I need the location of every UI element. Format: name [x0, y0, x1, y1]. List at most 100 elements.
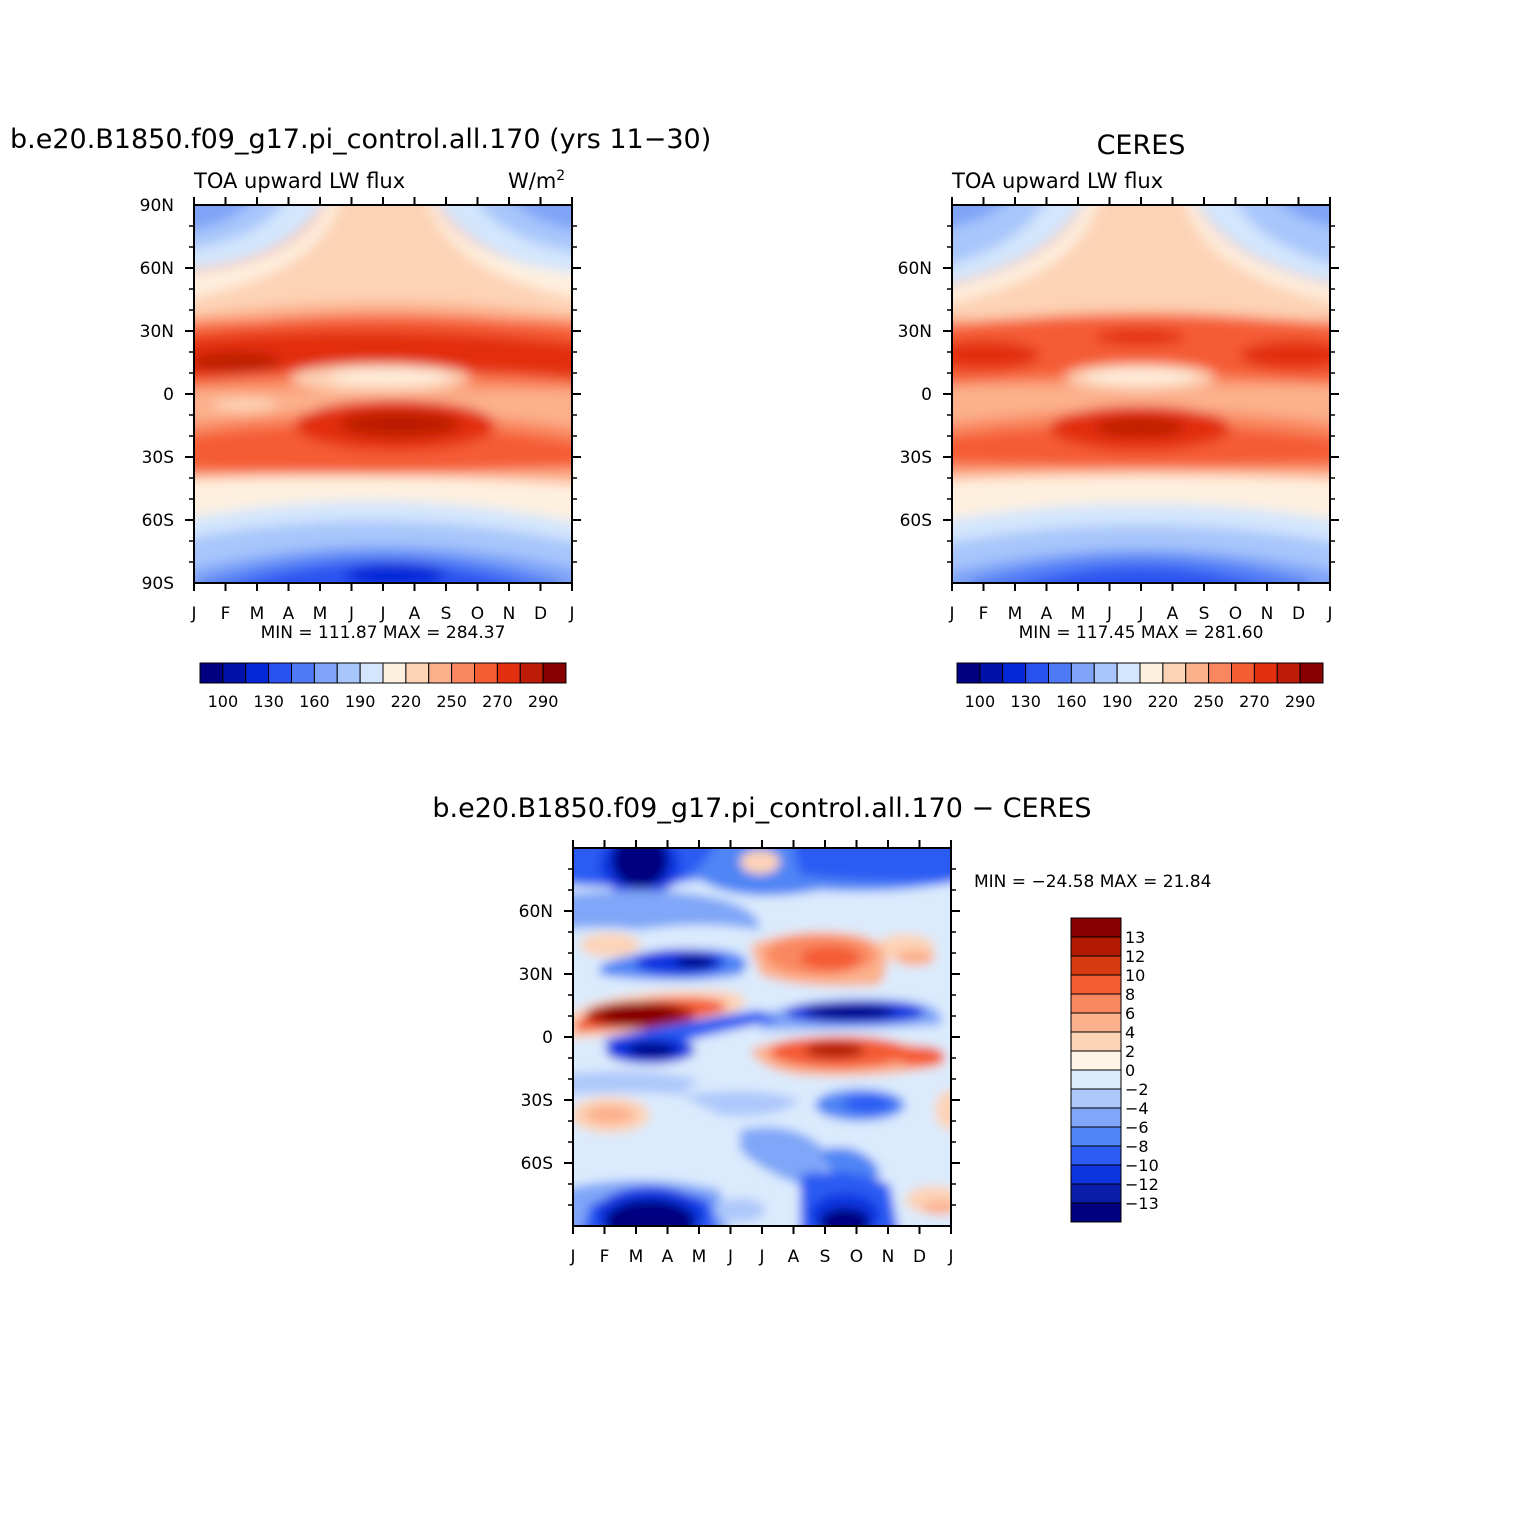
x-tick-label: J — [947, 1247, 953, 1267]
colorbar-label: 190 — [1102, 692, 1133, 711]
x-tick-label: D — [534, 604, 547, 624]
x-tick-label: N — [503, 604, 516, 624]
diff-colorbar-label: 6 — [1125, 1004, 1135, 1023]
x-tick-label: D — [913, 1247, 926, 1267]
colorbar-box — [405, 662, 430, 684]
colorbar-box — [291, 662, 315, 684]
diff-colorbar-label: −8 — [1125, 1137, 1149, 1156]
x-tick-label: A — [662, 1247, 674, 1267]
colorbar-label: 270 — [1239, 692, 1270, 711]
colorbar-box — [542, 662, 567, 684]
diff-colorbar-label: −12 — [1125, 1175, 1159, 1194]
colorbar-label: 290 — [528, 692, 559, 711]
colorbar-label: 270 — [482, 692, 513, 711]
colorbar-box — [245, 662, 270, 684]
x-tick-label: O — [1229, 604, 1242, 624]
diff-colorbar-label: 12 — [1125, 947, 1145, 966]
diff-colorbar-box — [1070, 1088, 1122, 1109]
colorbar-box — [1185, 662, 1210, 684]
colorbar-box — [428, 662, 453, 684]
x-tick-label: M — [629, 1247, 644, 1267]
y-tick-label: 30S — [900, 448, 932, 468]
y-tick-label: 30N — [519, 965, 553, 985]
y-tick-label: 0 — [921, 385, 932, 405]
y-tick-label: 30N — [140, 322, 174, 342]
colorbar-box — [1116, 662, 1141, 684]
diff-colorbar-label: 4 — [1125, 1023, 1135, 1042]
diff-colorbar-label: 13 — [1125, 928, 1145, 947]
colorbar-box — [474, 662, 498, 684]
y-tick-label: 60S — [142, 511, 174, 531]
panel-diff-stats: MIN = −24.58 MAX = 21.84 — [974, 872, 1211, 892]
colorbar-label: 220 — [1148, 692, 1179, 711]
panel-model-units-base: W/m — [508, 169, 556, 193]
y-tick-label: 0 — [542, 1028, 553, 1048]
colorbar-box — [1093, 662, 1118, 684]
x-tick-label: J — [758, 1247, 764, 1267]
x-tick-label: M — [692, 1247, 707, 1267]
diff-colorbar-label: −10 — [1125, 1156, 1159, 1175]
diff-colorbar-label: 8 — [1125, 985, 1135, 1004]
x-tick-label: A — [1041, 604, 1053, 624]
colorbar-box — [359, 662, 384, 684]
x-tick-label: F — [979, 604, 989, 624]
diff-colorbar-box — [1070, 1126, 1122, 1147]
x-tick-label: A — [409, 604, 421, 624]
diff-colorbar-box — [1070, 1202, 1122, 1223]
colorbar-box — [1231, 662, 1255, 684]
y-tick-label: 30S — [142, 448, 174, 468]
diff-colorbar-box — [1070, 1107, 1122, 1128]
y-tick-label: 60N — [519, 902, 553, 922]
panel-model-left-label: TOA upward LW flux — [193, 169, 405, 193]
colorbar-box — [382, 662, 407, 684]
colorbar-box — [979, 662, 1004, 684]
panel-ceres-stats: MIN = 117.45 MAX = 281.60 — [1019, 623, 1264, 643]
diff-colorbar-box — [1070, 1069, 1122, 1090]
x-tick-label: M — [313, 604, 328, 624]
y-tick-label: 30S — [521, 1091, 553, 1111]
panel-ceres-title: CERES — [1097, 130, 1186, 161]
colorbar-box — [199, 662, 224, 684]
x-tick-label: J — [569, 1247, 575, 1267]
colorbar-box — [496, 662, 521, 684]
diff-colorbar-box — [1070, 1145, 1122, 1166]
y-tick-label: 60N — [140, 259, 174, 279]
diff-colorbar-box — [1070, 1031, 1122, 1052]
x-tick-label: F — [600, 1247, 610, 1267]
x-tick-label: M — [1071, 604, 1086, 624]
diff-colorbar-box — [1070, 1050, 1122, 1071]
x-tick-label: J — [190, 604, 196, 624]
x-tick-label: J — [348, 604, 354, 624]
colorbar-label: 250 — [436, 692, 467, 711]
colorbar-label: 220 — [391, 692, 422, 711]
x-tick-label: N — [882, 1247, 895, 1267]
x-tick-label: O — [850, 1247, 863, 1267]
colorbar-box — [1025, 662, 1049, 684]
diff-colorbar-box — [1070, 1164, 1122, 1185]
colorbar-label: 160 — [299, 692, 330, 711]
colorbar-box — [1253, 662, 1278, 684]
x-tick-label: N — [1261, 604, 1274, 624]
y-tick-label: 90S — [142, 574, 174, 594]
diff-colorbar-label: 0 — [1125, 1061, 1135, 1080]
x-tick-label: J — [1326, 604, 1332, 624]
diff-colorbar-box — [1070, 974, 1122, 995]
diff-colorbar-label: −4 — [1125, 1099, 1149, 1118]
colorbar-box — [1002, 662, 1027, 684]
colorbar-label: 190 — [345, 692, 376, 711]
diff-colorbar-label: 2 — [1125, 1042, 1135, 1061]
panel-ceres-field — [952, 205, 1330, 583]
panel-ceres-left-label: TOA upward LW flux — [951, 169, 1163, 193]
y-tick-label: 60N — [898, 259, 932, 279]
x-tick-label: J — [727, 1247, 733, 1267]
diff-colorbar-label: 10 — [1125, 966, 1145, 985]
colorbar-label: 100 — [208, 692, 239, 711]
colorbar-box — [1299, 662, 1324, 684]
panel-ceres: CERES TOA upward LW flux — [898, 130, 1339, 711]
y-tick-label: 60S — [900, 511, 932, 531]
panel-model-stats: MIN = 111.87 MAX = 284.37 — [261, 623, 506, 643]
colorbar-box — [519, 662, 544, 684]
panel-diff: b.e20.B1850.f09_g17.pi_control.all.170 −… — [432, 793, 1211, 1267]
colorbar-box — [268, 662, 292, 684]
